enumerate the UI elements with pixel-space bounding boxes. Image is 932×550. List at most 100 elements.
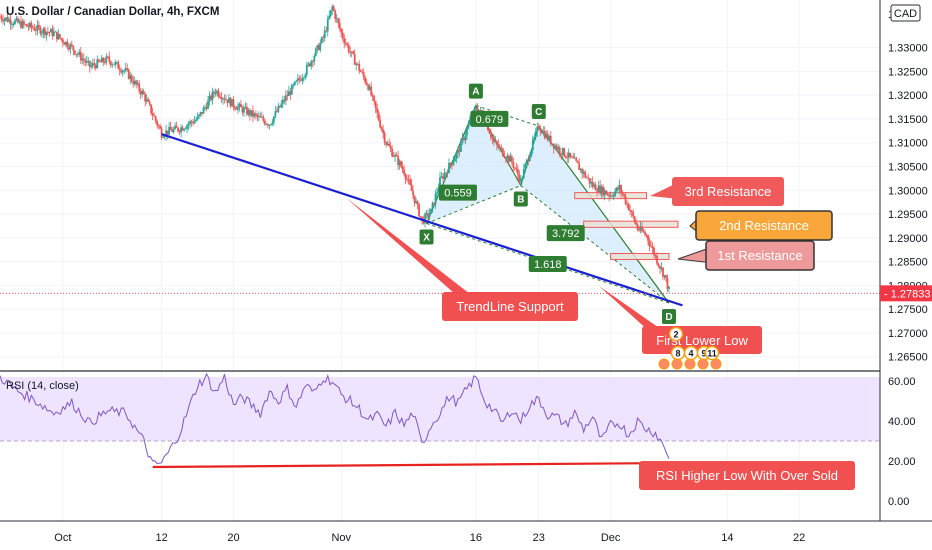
candle-down (311, 61, 314, 62)
resistance-callout-box (695, 210, 833, 241)
rsi-support-line[interactable] (152, 461, 674, 469)
ratio-box (528, 255, 567, 272)
candle-down (325, 30, 328, 32)
candle-down (226, 99, 229, 104)
candle-down (132, 81, 135, 85)
candle-down (560, 153, 563, 155)
last-price-box (880, 285, 932, 302)
candle-up (69, 44, 72, 50)
candle-up (475, 108, 477, 109)
candle-up (208, 95, 211, 101)
event-marker[interactable] (671, 358, 683, 370)
candle-down (606, 194, 609, 196)
resistance-callout[interactable]: 3rd Resistance (650, 177, 784, 206)
candle-up (261, 117, 263, 119)
candle-up (145, 99, 148, 102)
candle-down (419, 216, 422, 217)
rsi-higher-low-callout[interactable]: RSI Higher Low With Over Sold (639, 461, 855, 490)
time-tick-label: 12 (156, 532, 168, 544)
candle-up (509, 156, 512, 162)
candle-up (461, 137, 464, 141)
pattern-point-x[interactable]: X (419, 229, 434, 245)
candle-up (243, 107, 245, 113)
candle-down (516, 168, 519, 175)
candle-up (479, 110, 482, 112)
price-tick-label: 1.27500 (888, 304, 928, 316)
pattern-point-c[interactable]: C (531, 104, 546, 120)
axes[interactable]: 1.33000 1.32500 1.32000 1.31500 1.31000 1.305… (54, 9, 932, 544)
candle-down (374, 101, 377, 108)
pattern-leg (538, 125, 670, 304)
pattern-ratio-label: 0.679 (470, 110, 509, 127)
candle-up (96, 59, 99, 69)
candle-down (512, 161, 515, 168)
candle-up (473, 108, 476, 112)
candle-down (570, 156, 573, 158)
pattern-point-box (513, 191, 528, 207)
candle-down (241, 107, 244, 113)
candle-up (307, 63, 310, 66)
event-marker[interactable] (697, 358, 709, 370)
candle-down (94, 65, 97, 69)
rsi-title: RSI (14, close) (6, 380, 79, 392)
candle-up (431, 202, 434, 209)
candle-down (46, 31, 49, 33)
last-price-label[interactable]: - 1.27833 (880, 285, 932, 302)
candle-down (585, 177, 588, 179)
resistance-callout[interactable]: 2nd Resistance (689, 210, 833, 241)
candle-down (332, 6, 335, 11)
pattern-point-box (468, 83, 483, 99)
candle-down (340, 28, 343, 33)
candle-down (23, 21, 25, 25)
pattern-point-a[interactable]: A (468, 83, 483, 99)
candle-down (635, 221, 637, 225)
candle-up (600, 186, 603, 194)
event-marker[interactable] (658, 358, 670, 370)
candle-up (172, 128, 175, 133)
time-tick-label: 23 (533, 532, 545, 544)
candle-up (593, 184, 596, 187)
resistance-callout-pointer (650, 184, 674, 199)
event-badge-circle[interactable] (704, 345, 720, 361)
candle-down (633, 216, 636, 222)
rsi-tick-label: 20.00 (888, 456, 916, 468)
candle-up (124, 68, 127, 71)
candle-down (527, 159, 530, 162)
pattern-point-d[interactable]: D (661, 308, 676, 324)
resistance-callout[interactable]: 1st Resistance (677, 240, 815, 271)
candle-down (229, 97, 232, 107)
candle-down (549, 135, 552, 145)
pattern-point-b[interactable]: B (513, 191, 528, 207)
candle-down (102, 57, 105, 63)
candle-up (457, 149, 459, 154)
event-marker[interactable] (710, 358, 722, 370)
candle-down (418, 204, 420, 217)
candle-down (587, 177, 590, 179)
candle-down (223, 98, 226, 100)
event-marker[interactable] (684, 358, 696, 370)
candle-up (525, 159, 528, 164)
event-badges[interactable]: 2 8 4 9 11 (658, 326, 722, 370)
trendline-support-callout[interactable]: TrendLine Support (345, 197, 578, 321)
candle-down (539, 128, 542, 132)
candle-up (133, 80, 136, 85)
candle-up (428, 213, 431, 217)
time-tick-label: Dec (601, 532, 621, 544)
candle-down (283, 99, 286, 102)
candle-down (147, 99, 150, 102)
candle-down (2, 19, 4, 22)
candle-down (576, 160, 579, 164)
candle-up (280, 103, 283, 108)
event-badge-circle[interactable] (668, 326, 684, 342)
candle-down (88, 60, 91, 68)
pattern-point-label: X (423, 233, 430, 244)
candle-down (451, 164, 453, 166)
rsi-overbought-oversold-band (0, 377, 880, 441)
candle-down (347, 44, 350, 52)
candle-up (320, 37, 323, 43)
trendline-support[interactable] (161, 133, 683, 307)
pattern-ratio-label: 3.792 (546, 225, 585, 242)
candle-down (492, 138, 495, 142)
currency-badge[interactable]: CAD (890, 4, 921, 22)
